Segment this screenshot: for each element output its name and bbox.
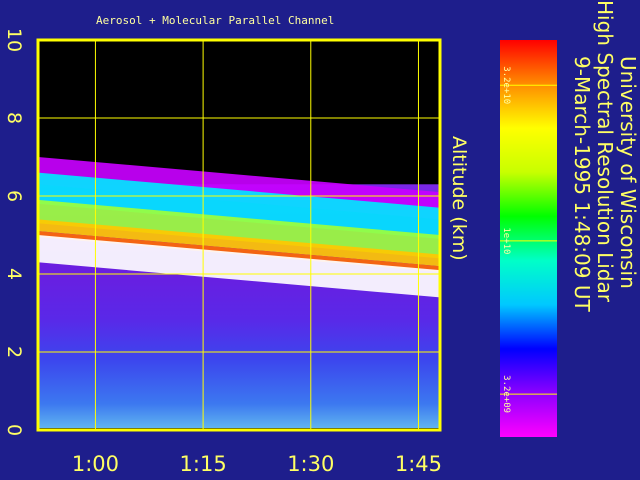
annotation-line-3: 9-March-1995 1:48:09 UT: [570, 56, 594, 312]
y-axis-label: Altitude (km): [448, 136, 470, 261]
y-tick-label: 4: [3, 268, 25, 280]
colorbar-gradient: [500, 40, 557, 437]
x-tick-labels: 1:00 1:15 1:30 1:45: [72, 452, 442, 476]
y-tick-label: 2: [3, 346, 25, 358]
annotation-line-1: University of Wisconsin: [616, 56, 640, 289]
colorbar-tick-label: 1e+10: [501, 227, 511, 254]
y-tick-label: 8: [3, 112, 25, 124]
x-tick-label: 1:45: [395, 452, 442, 476]
y-tick-label: 10: [3, 28, 25, 52]
y-tick-label: 6: [3, 190, 25, 202]
aerosol-peak-white: [38, 235, 440, 298]
x-tick-label: 1:00: [72, 452, 119, 476]
colorbar: 3.2e+09 1e+10 3.2e+10: [500, 40, 557, 437]
backscatter-image: [38, 40, 440, 430]
plot-frame: [36, 38, 442, 432]
colorbar-tick-label: 3.2e+09: [501, 375, 511, 413]
chart-title: Aerosol + Molecular Parallel Channel: [96, 14, 335, 27]
cloud-band-cyan: [38, 172, 440, 239]
colorbar-tick-label: 3.2e+10: [501, 66, 511, 104]
y-tick-labels: 0 2 4 6 8 10: [3, 28, 25, 436]
x-tick-label: 1:15: [180, 452, 227, 476]
annotation-line-2: High Spectral Resolution Lidar: [593, 0, 617, 302]
cloud-band-yellow: [38, 219, 440, 267]
x-tick-label: 1:30: [287, 452, 334, 476]
cloud-band-green: [38, 199, 440, 259]
y-tick-label: 0: [3, 424, 25, 436]
